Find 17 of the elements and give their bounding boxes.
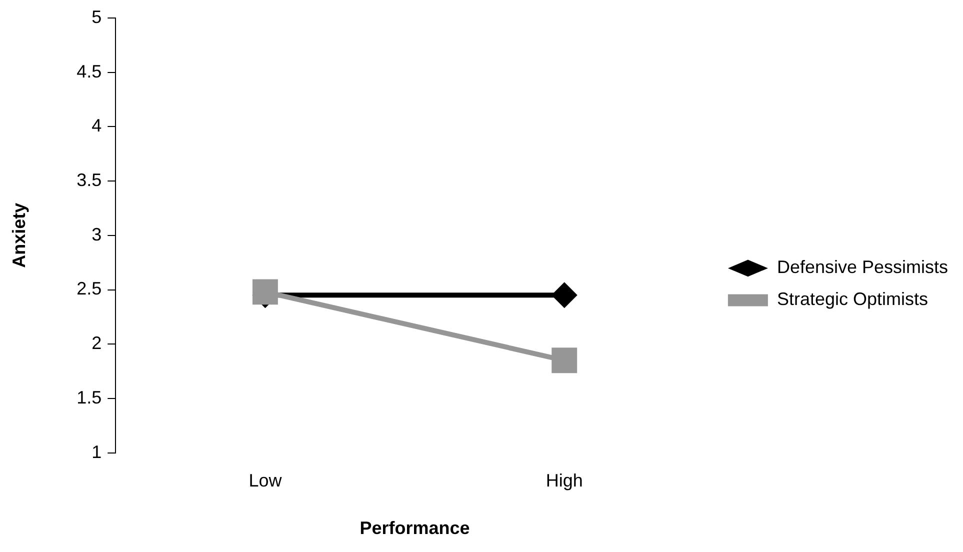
y-tick-label: 5 <box>92 6 102 27</box>
y-axis-title: Anxiety <box>8 202 29 268</box>
y-tick-label: 3 <box>92 224 102 244</box>
y-tick-label: 3.5 <box>76 170 102 190</box>
y-tick-label: 4.5 <box>76 61 102 82</box>
y-tick-label: 1.5 <box>76 387 102 408</box>
point <box>552 348 578 374</box>
y-tick-label: 4 <box>92 116 102 136</box>
y-tick-label: 2 <box>92 333 102 354</box>
y-tick-label: 1 <box>92 442 102 462</box>
legend-label: Strategic Optimists <box>776 289 928 310</box>
x-tick-label: High <box>546 470 583 491</box>
x-axis-title: Performance <box>360 518 470 538</box>
x-tick-label: Low <box>248 470 283 491</box>
y-tick-label: 2.5 <box>76 278 102 299</box>
point <box>252 279 278 305</box>
legend-label: Defensive Pessimists <box>776 257 948 278</box>
